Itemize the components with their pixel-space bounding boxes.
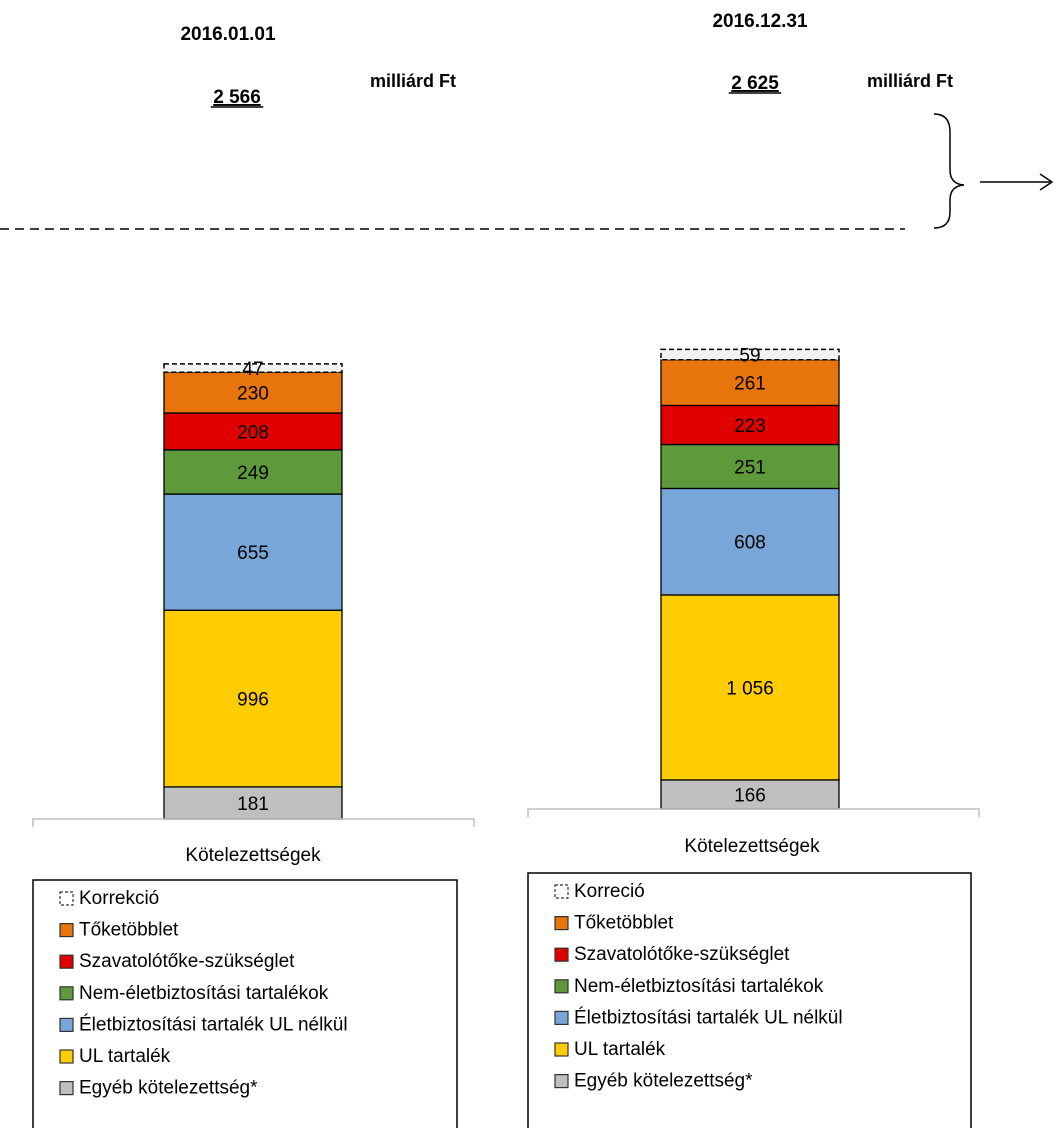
data-label-ul-tartalek: 996 xyxy=(237,690,269,711)
data-label-egyeb-kotelezettseg: 166 xyxy=(734,785,766,806)
bar-segment-toketobblet xyxy=(163,371,343,414)
legend-label-ul-tartalek: UL tartalék xyxy=(79,1046,171,1067)
bar-segment-ul-tartalek xyxy=(660,594,840,781)
legend-swatch-nem-eletbiztositasi-tartalekok xyxy=(554,979,569,994)
data-label-egyeb-kotelezettseg: 181 xyxy=(237,794,269,815)
legend-label-ul-tartalek: UL tartalék xyxy=(574,1039,666,1060)
chart-title: 2016.01.01 xyxy=(180,24,276,45)
legend-swatch-eletbiztositasi-tartalek-ul-nelkul xyxy=(59,1017,74,1033)
x-axis xyxy=(32,818,475,827)
chart-title: 2016.12.31 xyxy=(712,11,808,32)
data-label-nem-eletbiztositasi-tartalekok: 251 xyxy=(734,457,766,478)
legend-box xyxy=(527,872,972,1128)
data-label-korrekcio: 47 xyxy=(242,359,263,380)
data-label-ul-tartalek: 1 056 xyxy=(726,678,774,699)
data-label-nem-eletbiztositasi-tartalekok: 249 xyxy=(237,463,269,484)
legend-swatch-eletbiztositasi-tartalek-ul-nelkul xyxy=(554,1010,569,1026)
x-axis xyxy=(527,808,980,817)
bar-segment-nem-eletbiztositasi-tartalekok xyxy=(163,449,343,495)
legend-label-toketobblet: Tőketöbblet xyxy=(574,913,674,934)
legend-label-nem-eletbiztositasi-tartalekok: Nem-életbiztosítási tartalékok xyxy=(574,976,824,997)
data-label-szavatolotoke-szukseglet: 223 xyxy=(734,416,766,437)
legend-label-korrekcio: Korrekció xyxy=(79,888,159,909)
chart-2: 2016.12.31 2 625 milliárd Ft 166 1 056 608 251… xyxy=(527,11,980,1128)
legend-label-toketobblet: Tőketöbblet xyxy=(79,920,179,941)
legend-swatch-nem-eletbiztositasi-tartalekok xyxy=(59,986,74,1001)
chart-1: 2016.01.01 2 566 milliárd Ft 181 996 655 249 20… xyxy=(32,24,475,1128)
bar-segment-nem-eletbiztositasi-tartalekok xyxy=(660,443,840,490)
legend-swatch-toketobblet xyxy=(59,922,74,938)
category-label: Kötelezettségek xyxy=(684,836,820,857)
legend-label-egyeb-kotelezettseg: Egyéb kötelezettség* xyxy=(79,1078,258,1099)
bar-segment-szavatolotoke-szukseglet xyxy=(163,412,343,451)
data-label-korrecio: 59 xyxy=(739,346,760,367)
legend-label-egyeb-kotelezettseg: Egyéb kötelezettség* xyxy=(574,1071,753,1092)
legend-swatch-korrekcio xyxy=(59,891,74,906)
legend-swatch-egyeb-kotelezettseg xyxy=(554,1073,569,1089)
bar-segment-korrekcio xyxy=(163,363,343,373)
bar-segment-eletbiztositasi-tartalek-ul-nelkul xyxy=(163,493,343,611)
bar-segment-egyeb-kotelezettseg xyxy=(660,779,840,810)
bar-segment-ul-tartalek xyxy=(163,609,343,788)
legend-swatch-szavatolotoke-szukseglet xyxy=(554,947,569,962)
total-label: 2 625 xyxy=(731,73,779,94)
legend-label-eletbiztositasi-tartalek-ul-nelkul: Életbiztosítási tartalék UL nélkül xyxy=(79,1014,348,1035)
legend-swatch-toketobblet xyxy=(554,915,569,931)
unit-label: milliárd Ft xyxy=(370,71,456,91)
data-label-eletbiztositasi-tartalek-ul-nelkul: 655 xyxy=(237,543,269,564)
legend-swatch-egyeb-kotelezettseg xyxy=(59,1080,74,1096)
legend-label-nem-eletbiztositasi-tartalekok: Nem-életbiztosítási tartalékok xyxy=(79,983,329,1004)
bar-segment-korrecio xyxy=(660,348,840,361)
arrow-head-icon xyxy=(1039,173,1054,191)
data-label-toketobblet: 230 xyxy=(237,384,269,405)
unit-label: milliárd Ft xyxy=(867,71,953,91)
data-label-eletbiztositasi-tartalek-ul-nelkul: 608 xyxy=(734,533,766,554)
legend-label-eletbiztositasi-tartalek-ul-nelkul: Életbiztosítási tartalék UL nélkül xyxy=(574,1007,843,1028)
curly-brace xyxy=(933,113,965,229)
legend-swatch-ul-tartalek xyxy=(554,1042,569,1057)
legend-label-korrecio: Korreció xyxy=(574,881,645,902)
bar-segment-egyeb-kotelezettseg xyxy=(163,786,343,820)
legend-box xyxy=(32,879,458,1128)
category-label: Kötelezettségek xyxy=(185,845,321,866)
legend-swatch-ul-tartalek xyxy=(59,1049,74,1064)
legend-swatch-korrecio xyxy=(554,884,569,899)
legend-label-szavatolotoke-szukseglet: Szavatolótőke-szükséglet xyxy=(574,944,790,965)
bar-segment-toketobblet xyxy=(660,359,840,407)
data-label-szavatolotoke-szukseglet: 208 xyxy=(237,422,269,443)
data-label-toketobblet: 261 xyxy=(734,374,766,395)
total-label: 2 566 xyxy=(213,87,261,108)
bar-segment-eletbiztositasi-tartalek-ul-nelkul xyxy=(660,487,840,596)
legend-label-szavatolotoke-szukseglet: Szavatolótőke-szükséglet xyxy=(79,951,295,972)
legend-swatch-szavatolotoke-szukseglet xyxy=(59,954,74,969)
